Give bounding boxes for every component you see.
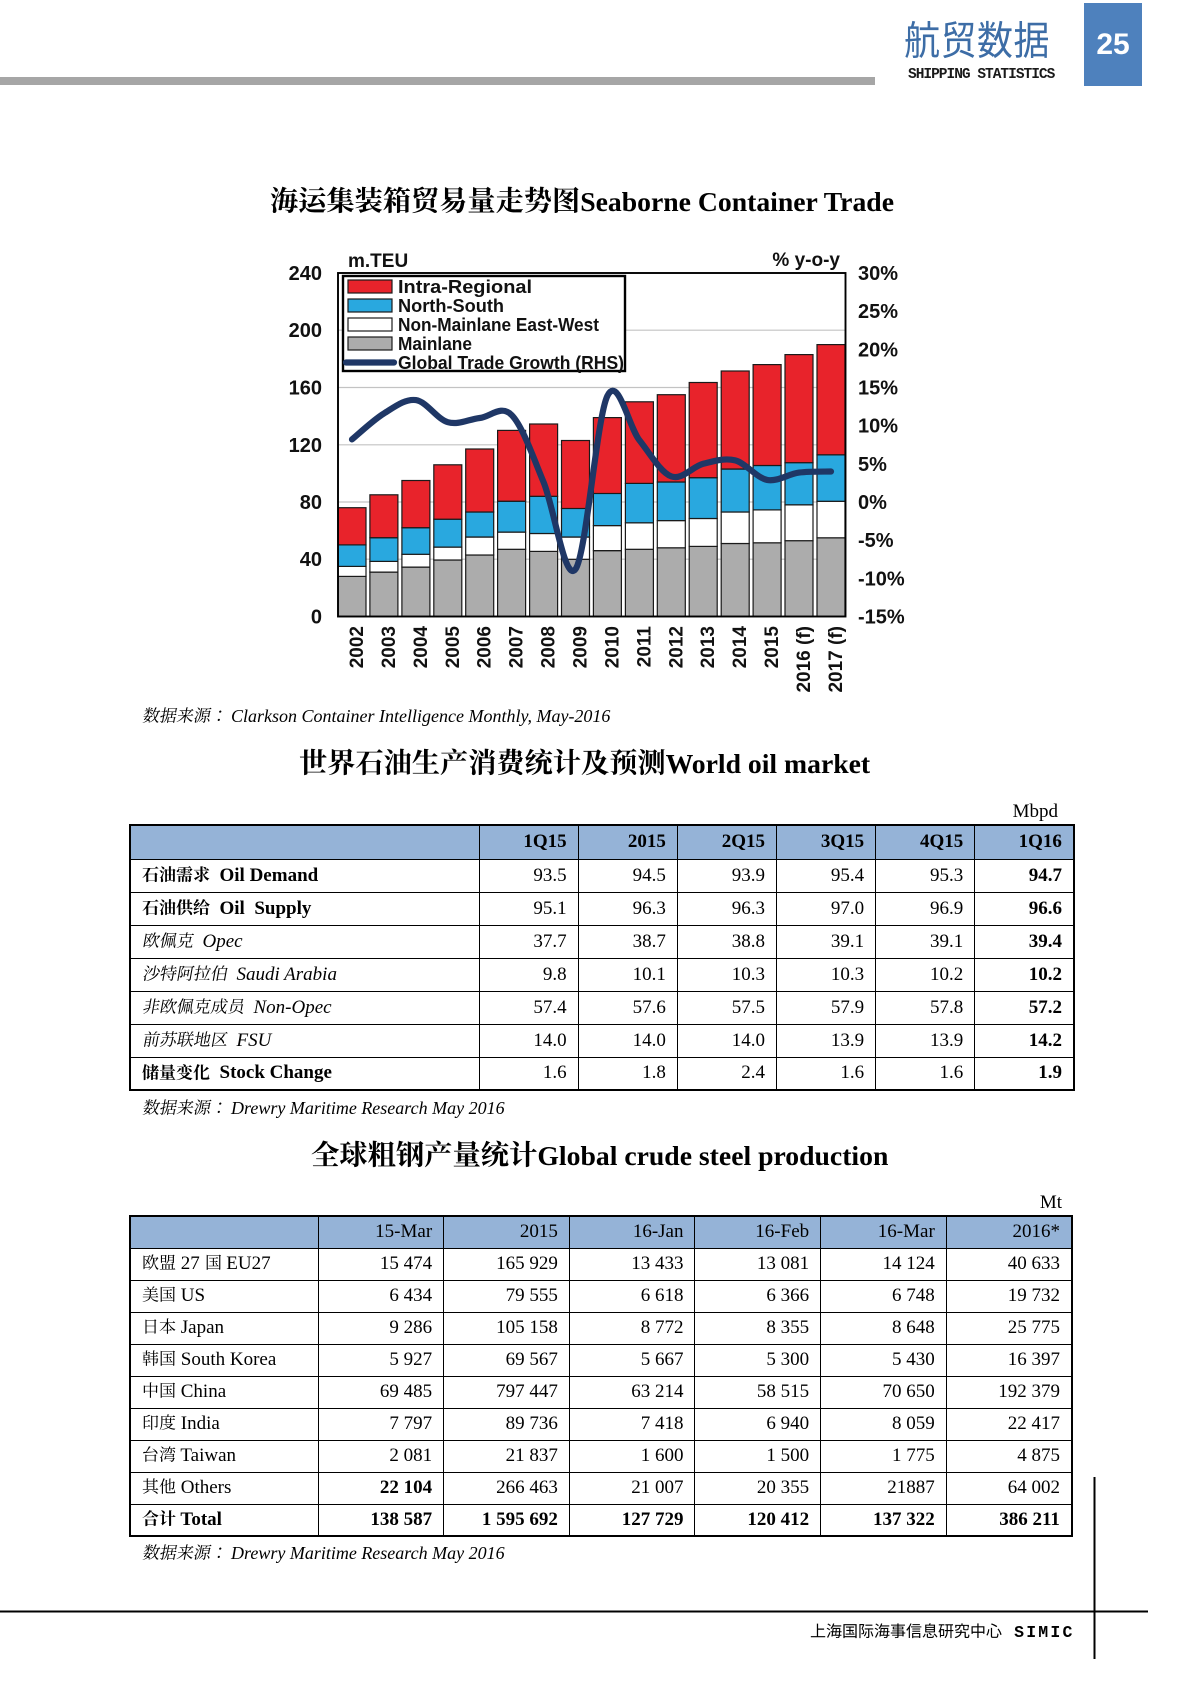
svg-text:-15%: -15%	[858, 607, 905, 629]
svg-text:2002: 2002	[347, 626, 368, 668]
svg-text:0%: 0%	[858, 492, 887, 514]
svg-text:240: 240	[289, 263, 322, 285]
svg-text:25%: 25%	[858, 301, 898, 323]
svg-text:% y-o-y: % y-o-y	[772, 250, 840, 271]
svg-text:10%: 10%	[858, 416, 898, 438]
svg-text:2015: 2015	[762, 626, 783, 669]
svg-text:120: 120	[289, 435, 322, 457]
svg-text:2016 (f): 2016 (f)	[794, 626, 815, 693]
svg-text:North-South: North-South	[398, 295, 504, 316]
svg-text:2010: 2010	[602, 626, 623, 668]
svg-text:m.TEU: m.TEU	[348, 251, 408, 272]
svg-text:20%: 20%	[858, 339, 898, 361]
svg-text:5%: 5%	[858, 454, 887, 476]
svg-text:2004: 2004	[411, 626, 432, 669]
svg-text:Global Trade Growth (RHS): Global Trade Growth (RHS)	[398, 352, 624, 373]
svg-text:2003: 2003	[379, 626, 400, 668]
svg-text:40: 40	[300, 549, 322, 571]
svg-text:2008: 2008	[539, 626, 560, 668]
svg-text:2013: 2013	[698, 626, 719, 668]
svg-text:2017 (f): 2017 (f)	[826, 626, 847, 693]
svg-text:30%: 30%	[858, 263, 898, 285]
svg-text:Intra-Regional: Intra-Regional	[398, 276, 532, 297]
svg-text:2006: 2006	[475, 626, 496, 668]
svg-text:Non-Mainlane East-West: Non-Mainlane East-West	[398, 314, 599, 335]
svg-text:80: 80	[300, 492, 322, 514]
svg-text:-10%: -10%	[858, 568, 905, 590]
svg-text:-5%: -5%	[858, 530, 894, 552]
svg-text:Mainlane: Mainlane	[398, 333, 472, 354]
svg-text:2005: 2005	[443, 626, 464, 669]
svg-text:160: 160	[289, 378, 322, 400]
svg-text:2011: 2011	[634, 626, 655, 668]
svg-text:2007: 2007	[507, 626, 528, 668]
svg-text:15%: 15%	[858, 378, 898, 400]
svg-text:2014: 2014	[730, 626, 751, 669]
svg-text:0: 0	[311, 607, 322, 629]
svg-text:2012: 2012	[666, 626, 687, 668]
svg-text:200: 200	[289, 320, 322, 342]
svg-text:2009: 2009	[571, 626, 592, 668]
